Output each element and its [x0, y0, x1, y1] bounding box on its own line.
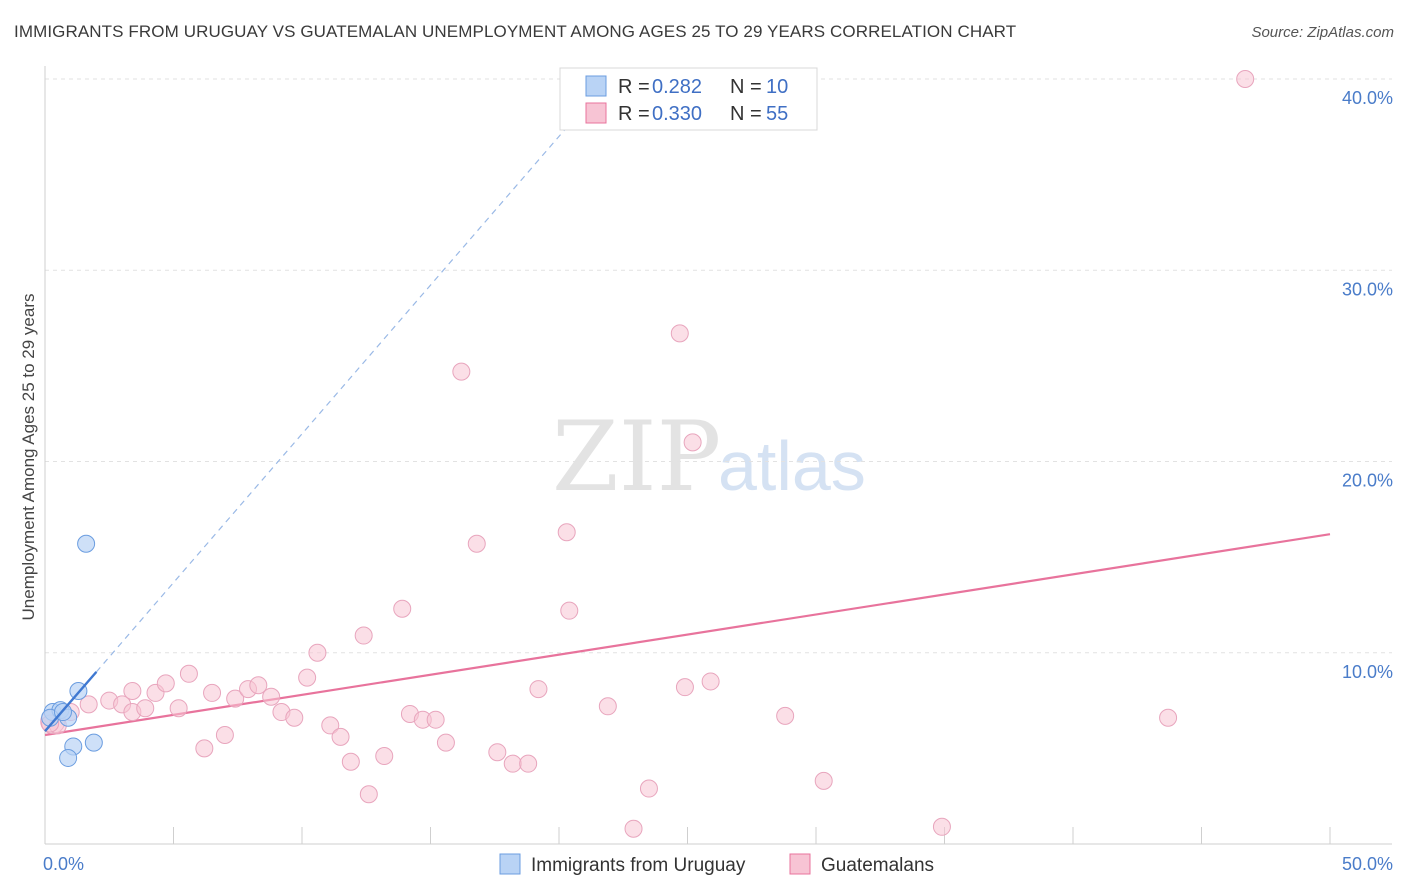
point-guatemalans-29 — [393, 599, 412, 618]
y-axis-label: Unemployment Among Ages 25 to 29 years — [19, 294, 38, 621]
y-tick-label-3: 40.0% — [1342, 88, 1393, 108]
legend-swatch-guatemalans — [585, 102, 607, 124]
series-swatch-guatemalans — [789, 853, 811, 875]
x-tick-label-0: 0.0% — [43, 854, 84, 874]
point-guatemalans-48 — [701, 672, 720, 691]
series-label-uruguay: Immigrants from Uruguay — [531, 855, 746, 876]
trend-line-guatemalans — [44, 533, 1331, 737]
legend-n-label-1: N = — [730, 76, 762, 98]
point-guatemalans-37 — [503, 754, 522, 773]
y-tick-label-2: 30.0% — [1342, 279, 1393, 299]
point-guatemalans-38 — [519, 754, 538, 773]
point-guatemalans-6 — [123, 682, 142, 700]
legend-r-value-2: 0.330 — [652, 103, 702, 125]
legend-r-label-2: R = — [618, 103, 650, 125]
legend-swatch-uruguay — [585, 75, 607, 97]
point-guatemalans-50 — [814, 771, 833, 790]
point-guatemalans-34 — [452, 362, 471, 381]
point-guatemalans-14 — [215, 725, 234, 744]
point-guatemalans-7 — [136, 699, 155, 718]
point-guatemalans-2 — [79, 695, 98, 714]
point-guatemalans-23 — [321, 716, 340, 735]
x-tick-label-1: 50.0% — [1342, 854, 1393, 874]
series-label-guatemalans: Guatemalans — [821, 855, 934, 876]
point-guatemalans-32 — [426, 710, 445, 729]
source-label: Source: ZipAtlas.com — [1251, 24, 1394, 41]
point-guatemalans-11 — [179, 664, 198, 683]
legend-n-value-1: 10 — [766, 76, 788, 98]
point-guatemalans-35 — [467, 534, 486, 553]
point-guatemalans-10 — [169, 699, 188, 718]
grid-lines — [45, 78, 1392, 654]
point-uruguay-6 — [84, 733, 103, 752]
y-tick-labels: 10.0% 20.0% 30.0% 40.0% — [1342, 88, 1393, 682]
point-guatemalans-44 — [639, 779, 658, 798]
point-guatemalans-33 — [436, 733, 455, 752]
point-guatemalans-46 — [675, 678, 694, 697]
trend-line-uruguay-extended — [95, 109, 583, 673]
watermark-atlas: atlas — [718, 427, 866, 505]
point-guatemalans-18 — [262, 687, 281, 706]
point-guatemalans-40 — [557, 523, 576, 542]
y-tick-label-1: 20.0% — [1342, 471, 1393, 491]
legend-n-label-2: N = — [730, 103, 762, 125]
trend-lines — [44, 109, 1331, 737]
point-guatemalans-28 — [375, 747, 394, 766]
point-guatemalans-41 — [560, 601, 579, 620]
legend-r-label-1: R = — [618, 76, 650, 98]
point-guatemalans-51 — [932, 817, 951, 836]
point-guatemalans-20 — [285, 708, 304, 727]
x-tick-labels: 0.0% 50.0% — [43, 854, 1393, 874]
point-guatemalans-53 — [1236, 70, 1255, 88]
stats-legend: R = 0.282 N = 10 R = 0.330 N = 55 — [559, 67, 818, 131]
legend-r-value-1: 0.282 — [652, 76, 702, 98]
point-guatemalans-21 — [298, 668, 317, 687]
point-guatemalans-17 — [249, 676, 268, 695]
y-tick-label-0: 10.0% — [1342, 662, 1393, 682]
point-guatemalans-25 — [341, 752, 360, 771]
point-guatemalans-45 — [670, 324, 689, 343]
point-guatemalans-49 — [776, 706, 795, 725]
point-guatemalans-43 — [624, 819, 643, 838]
point-guatemalans-52 — [1159, 708, 1178, 727]
point-guatemalans-42 — [598, 697, 617, 716]
point-guatemalans-47 — [683, 433, 702, 452]
data-points — [40, 70, 1255, 838]
legend-n-value-2: 55 — [766, 103, 788, 125]
point-uruguay-7 — [77, 534, 96, 553]
point-guatemalans-26 — [354, 626, 373, 645]
series-swatch-uruguay — [499, 853, 521, 875]
point-guatemalans-36 — [488, 743, 507, 762]
point-guatemalans-12 — [195, 739, 214, 758]
trend-line-uruguay — [44, 671, 98, 732]
point-guatemalans-13 — [203, 683, 222, 702]
series-legend: Immigrants from Uruguay Guatemalans — [499, 853, 934, 876]
point-guatemalans-9 — [156, 674, 175, 693]
point-guatemalans-27 — [359, 785, 378, 804]
chart-title: IMMIGRANTS FROM URUGUAY VS GUATEMALAN UN… — [14, 22, 1017, 41]
point-guatemalans-22 — [308, 643, 327, 662]
point-guatemalans-15 — [226, 689, 245, 708]
point-uruguay-4 — [59, 748, 78, 767]
point-guatemalans-24 — [331, 727, 350, 746]
point-guatemalans-39 — [529, 680, 548, 699]
watermark-zip: ZIP — [552, 401, 721, 513]
